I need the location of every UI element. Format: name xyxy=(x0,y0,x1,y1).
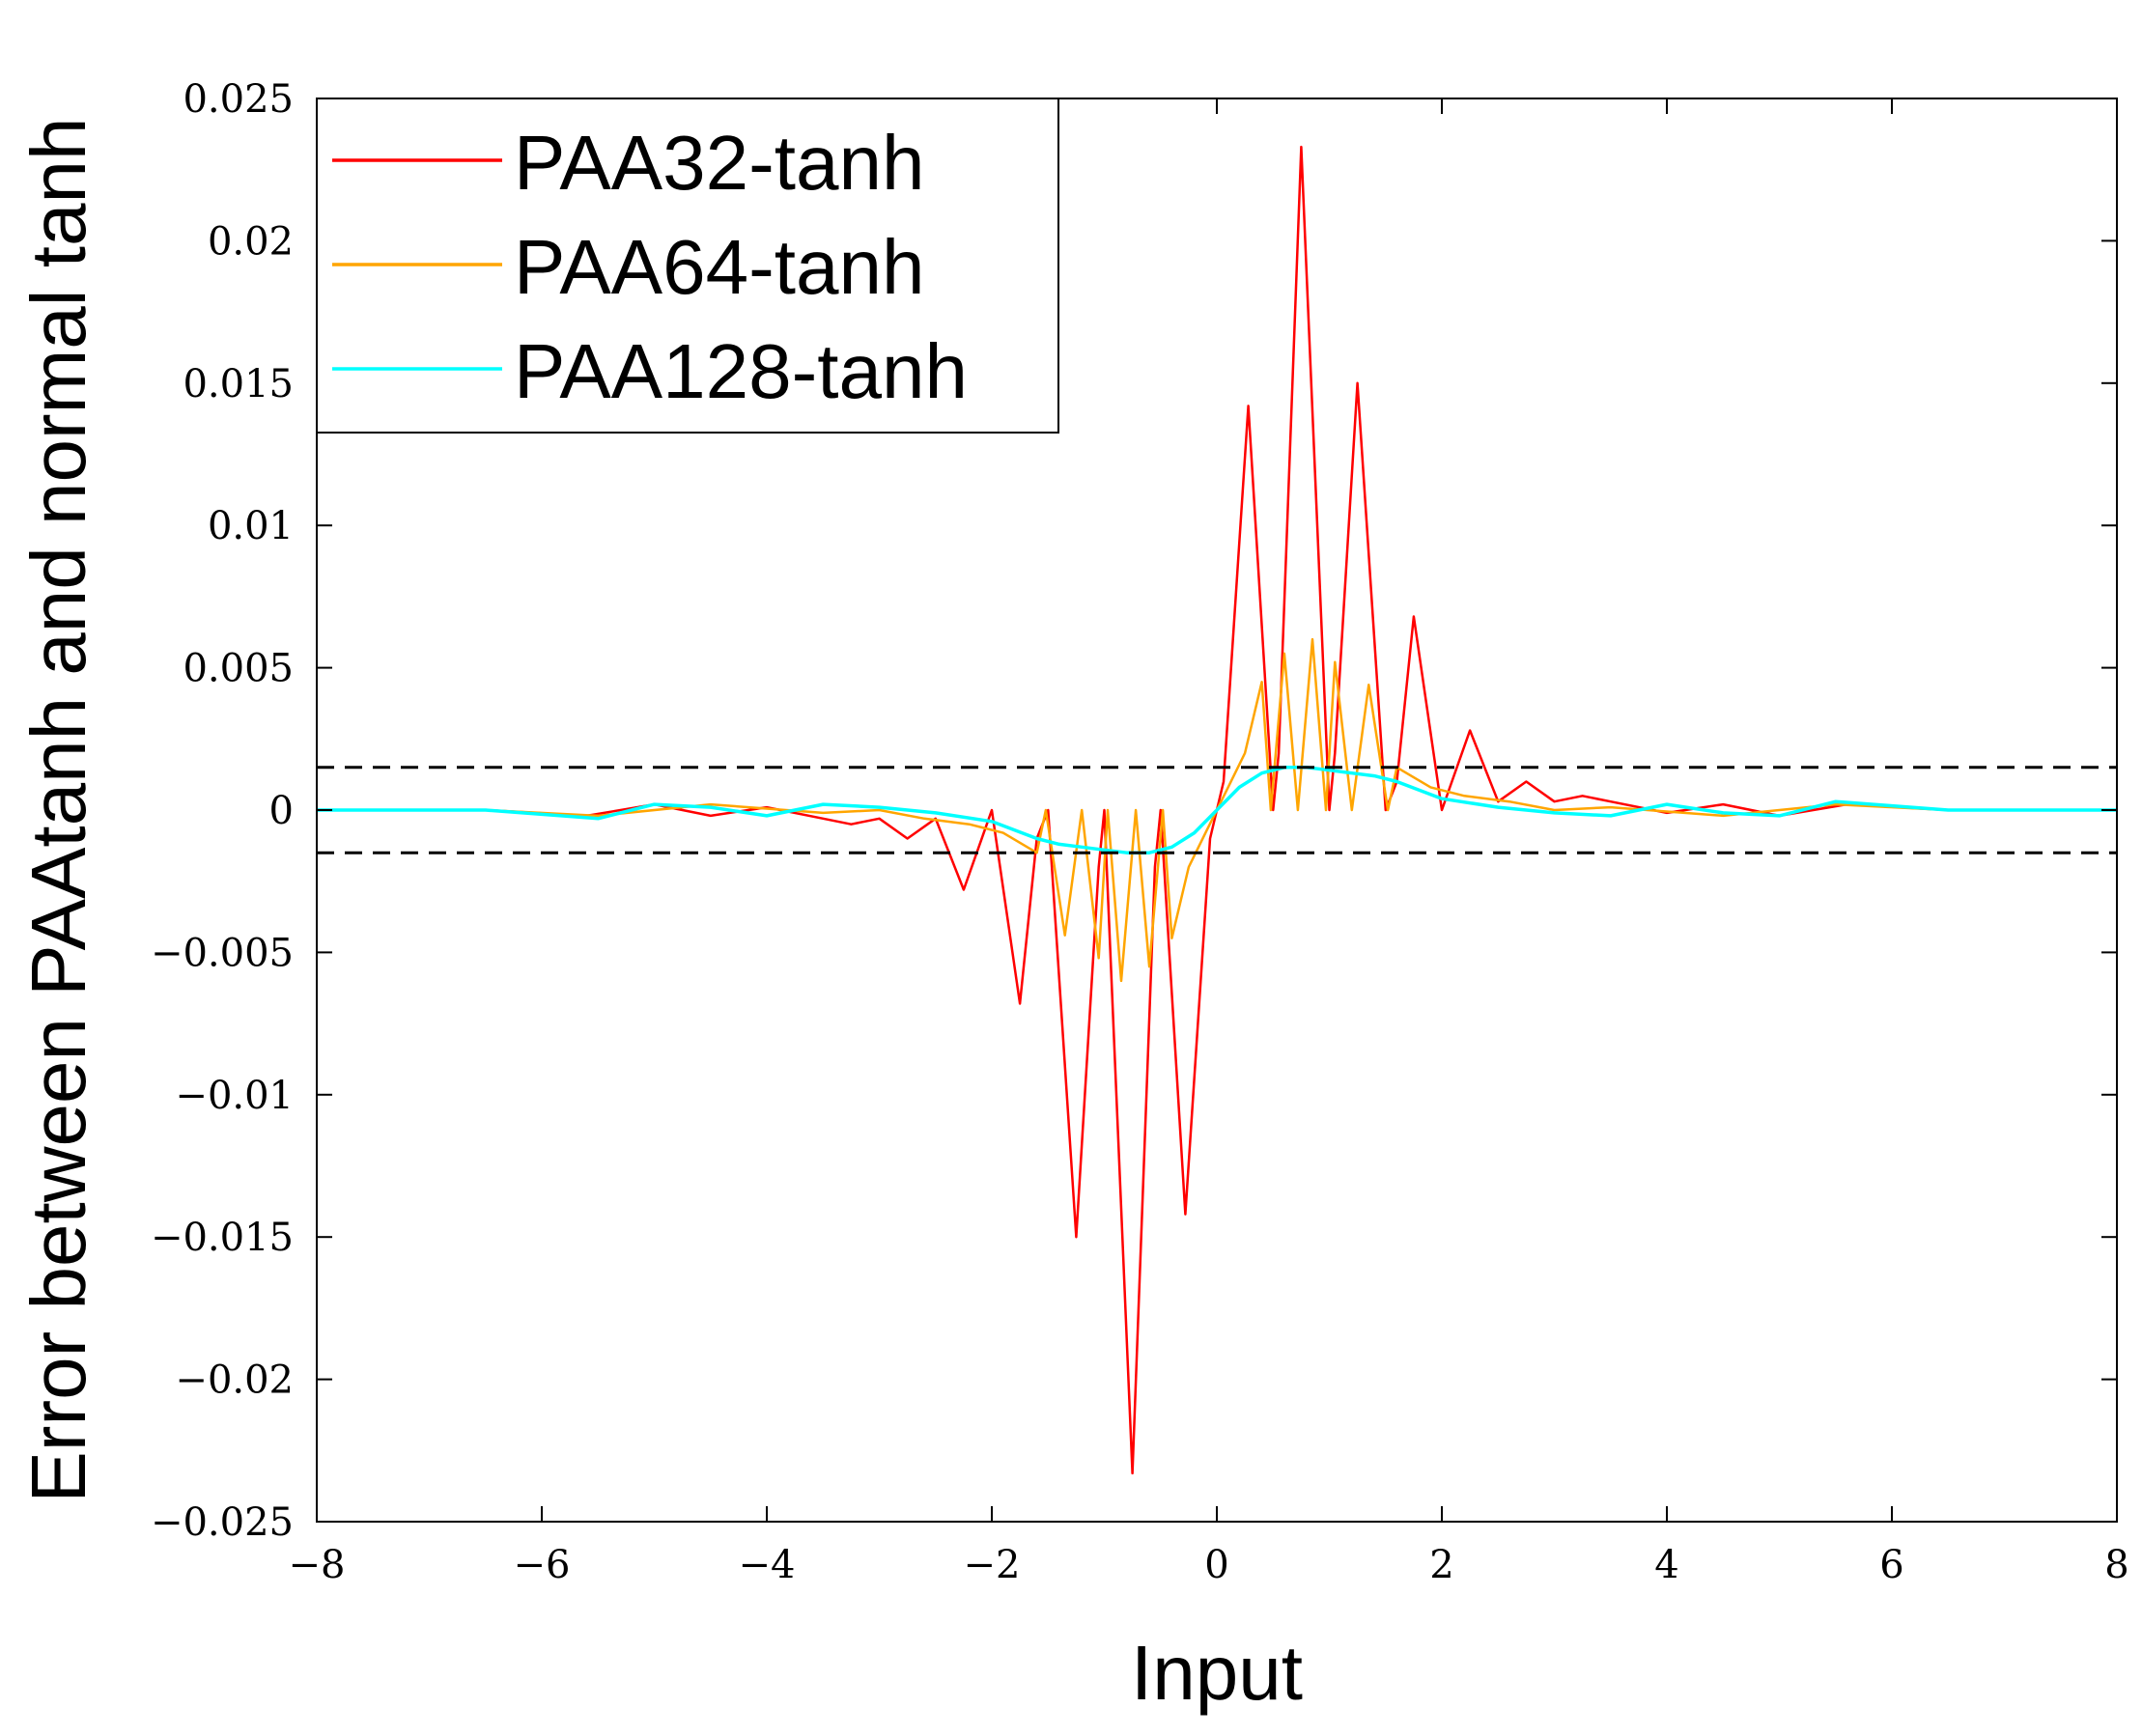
y-tick-label: −0.02 xyxy=(175,1358,294,1403)
y-tick-label: −0.025 xyxy=(151,1500,294,1545)
y-tick-label: 0 xyxy=(269,789,294,833)
x-tick-label: 0 xyxy=(1204,1543,1228,1587)
x-tick-label: 4 xyxy=(1654,1543,1678,1587)
x-tick-label: 6 xyxy=(1879,1543,1903,1587)
x-tick-label: 2 xyxy=(1429,1543,1453,1587)
legend: PAA32-tanh PAA64-tanh PAA128-tanh xyxy=(316,98,1059,434)
y-tick-label: −0.01 xyxy=(175,1074,294,1118)
legend-label: PAA128-tanh xyxy=(514,328,968,414)
threshold-layer xyxy=(317,766,2117,854)
y-tick-label: −0.015 xyxy=(151,1216,294,1260)
y-tick-label: 0.02 xyxy=(208,219,294,264)
x-tick-label: −6 xyxy=(514,1543,571,1587)
y-tick-label: −0.005 xyxy=(151,931,294,975)
x-tick-label: −4 xyxy=(739,1543,796,1587)
x-axis-title: Input xyxy=(1131,1630,1303,1716)
x-tick-label: 8 xyxy=(2104,1543,2128,1587)
series-line-paa128-tanh xyxy=(317,766,2117,854)
y-tick-label: 0.005 xyxy=(183,647,294,691)
legend-label: PAA32-tanh xyxy=(514,120,924,206)
y-axis-title: Error between PAAtanh and normal tanh xyxy=(15,118,101,1503)
y-tick-label: 0.01 xyxy=(208,504,294,548)
series-layer xyxy=(317,145,2117,1475)
y-tick-label: 0.015 xyxy=(183,362,294,406)
x-tick-label: −2 xyxy=(964,1543,1021,1587)
y-axis: 0.025 0.02 0.015 0.01 0.005 0 −0.005 −0.01 −0.01… xyxy=(151,77,2117,1545)
legend-label: PAA64-tanh xyxy=(514,224,924,310)
x-tick-label: −8 xyxy=(289,1543,346,1587)
y-tick-label: 0.025 xyxy=(183,77,294,122)
